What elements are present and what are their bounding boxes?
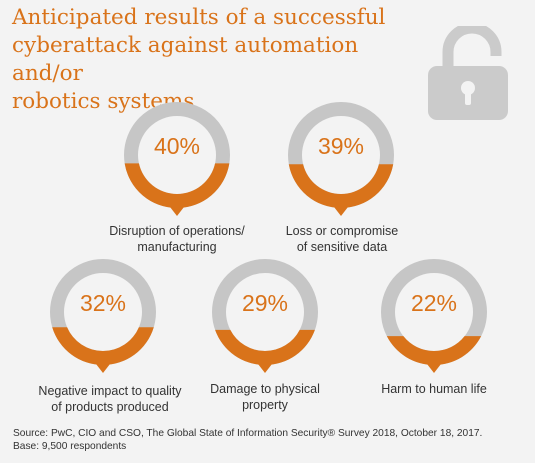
padlock-icon — [428, 26, 508, 120]
donut-5-value: 22% — [410, 290, 458, 316]
donut-4-pointer — [258, 364, 272, 373]
donut-3-arc — [52, 327, 154, 365]
donut-1-value: 40% — [153, 133, 201, 159]
donut-1-label-line-2: manufacturing — [137, 240, 217, 254]
donut-2-label-line-1: Loss or compromise — [285, 224, 399, 238]
donut-3: 32% — [47, 256, 159, 378]
source-note: Source: PwC, CIO and CSO, The Global Sta… — [13, 427, 482, 453]
donut-2-arc — [288, 164, 394, 208]
donut-3-ring — [50, 259, 156, 373]
donut-5-pointer — [427, 364, 441, 373]
donut-2-ring — [288, 102, 394, 216]
donut-1-pointer — [170, 207, 184, 216]
donut-5-label: Harm to human life — [339, 381, 529, 397]
donut-4-label-line-2: property — [242, 398, 288, 412]
source-line-1: Source: PwC, CIO and CSO, The Global Sta… — [13, 428, 483, 439]
donut-2-pointer — [334, 207, 348, 216]
donut-1-label: Disruption of operations/ manufacturing — [82, 223, 272, 255]
donut-2-label: Loss or compromise of sensitive data — [247, 223, 437, 255]
donut-5-ring — [381, 259, 487, 373]
donut-3-label: Negative impact to quality of products p… — [15, 383, 205, 415]
donut-4-label-line-1: Damage to physical — [210, 382, 320, 396]
donut-4-value: 29% — [241, 290, 289, 316]
source-line-2: Base: 9,500 respondents — [13, 441, 127, 452]
donut-3-label-line-2: of products produced — [51, 400, 169, 414]
donut-5-label-line-1: Harm to human life — [381, 382, 487, 396]
chart-title: Anticipated results of a successful cybe… — [12, 4, 412, 116]
donut-4-arc — [215, 329, 315, 365]
donut-4: 29% — [209, 256, 321, 378]
donut-1: 40% — [121, 99, 233, 221]
donut-1-ring — [124, 102, 230, 216]
donut-1-arc — [124, 163, 230, 208]
donut-4-ring — [212, 259, 318, 373]
donut-3-pointer — [96, 364, 110, 373]
title-line-2: cyberattack against automation and/or — [12, 33, 359, 86]
donut-2: 39% — [285, 99, 397, 221]
donut-2-value: 39% — [317, 133, 365, 159]
donut-1-label-line-1: Disruption of operations/ — [109, 224, 245, 238]
donut-5-arc — [386, 336, 482, 365]
donut-2-label-line-2: of sensitive data — [296, 240, 388, 254]
donut-4-label: Damage to physical property — [170, 381, 360, 413]
donut-3-value: 32% — [79, 290, 127, 316]
donut-3-label-line-1: Negative impact to quality — [38, 384, 182, 398]
title-line-1: Anticipated results of a successful — [12, 5, 386, 30]
donut-5: 22% — [378, 256, 490, 378]
